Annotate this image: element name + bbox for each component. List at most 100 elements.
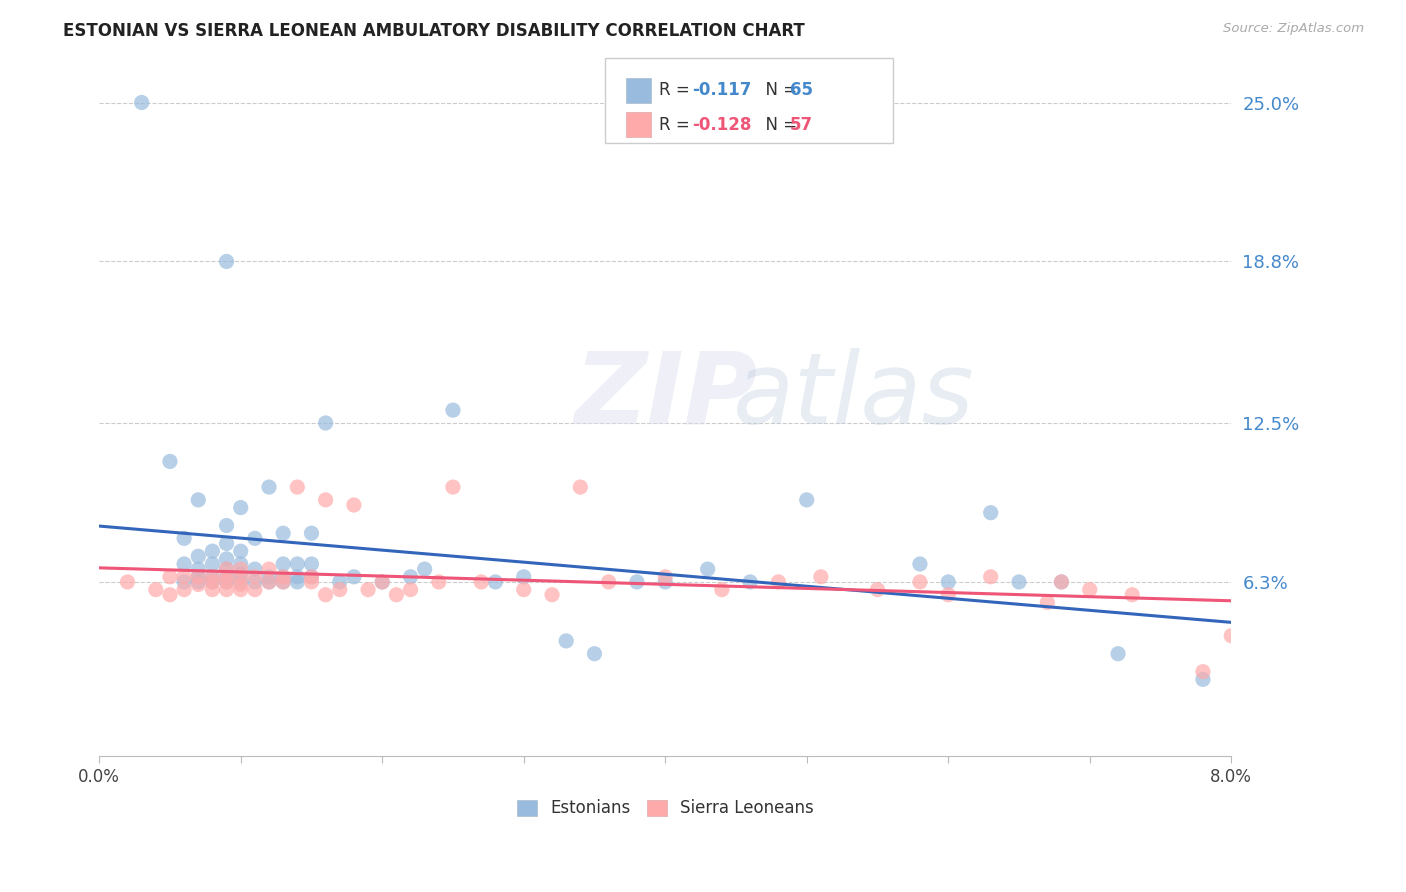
Point [215,574,238,589]
Point [441,403,464,417]
Point [159,588,181,602]
Point [399,582,422,597]
Point [441,480,464,494]
Text: ZIP: ZIP [575,348,758,445]
Point [1050,574,1073,589]
Point [710,582,733,597]
Point [215,562,238,576]
Point [301,557,323,571]
Point [229,500,252,515]
Point [201,574,224,589]
Point [301,570,323,584]
Point [271,557,294,571]
Point [1192,665,1215,679]
Point [173,532,195,546]
Point [315,492,337,507]
Text: 57: 57 [790,116,813,134]
Point [285,570,308,584]
Point [159,570,181,584]
Text: atlas: atlas [733,348,974,445]
Point [173,570,195,584]
Point [229,562,252,576]
Point [936,574,959,589]
Text: N =: N = [755,116,803,134]
Point [257,570,280,584]
Point [484,574,506,589]
Point [187,562,209,576]
Point [271,526,294,541]
Point [215,552,238,566]
Point [329,582,352,597]
Point [583,647,606,661]
Point [1008,574,1031,589]
Text: R =: R = [659,116,696,134]
Point [271,574,294,589]
Text: -0.128: -0.128 [692,116,751,134]
Point [145,582,167,597]
Point [569,480,592,494]
Point [173,582,195,597]
Point [229,567,252,582]
Point [131,95,153,110]
Point [908,574,931,589]
Text: R =: R = [659,81,696,100]
Point [512,570,534,584]
Point [329,574,352,589]
Point [201,557,224,571]
Point [243,582,266,597]
Point [201,570,224,584]
Point [696,562,718,576]
Point [315,588,337,602]
Point [173,574,195,589]
Point [215,574,238,589]
Point [117,574,139,589]
Point [1036,595,1059,609]
Point [243,570,266,584]
Point [866,582,889,597]
Point [243,532,266,546]
Point [215,536,238,550]
Point [229,544,252,558]
Point [201,574,224,589]
Point [541,588,564,602]
Point [371,574,394,589]
Point [908,557,931,571]
Point [229,577,252,591]
Point [343,498,366,512]
Point [1078,582,1101,597]
Point [357,582,380,597]
Point [315,416,337,430]
Point [187,574,209,589]
Point [187,570,209,584]
Point [215,562,238,576]
Point [385,588,408,602]
Point [1107,647,1129,661]
Point [229,557,252,571]
Point [229,570,252,584]
Point [243,574,266,589]
Point [271,574,294,589]
Point [215,582,238,597]
Point [399,570,422,584]
Point [301,574,323,589]
Point [173,557,195,571]
Point [271,570,294,584]
Point [187,549,209,564]
Point [257,480,280,494]
Text: 65: 65 [790,81,813,100]
Point [201,570,224,584]
Point [215,518,238,533]
Point [980,506,1002,520]
Point [285,574,308,589]
Point [343,570,366,584]
Text: Source: ZipAtlas.com: Source: ZipAtlas.com [1223,22,1364,36]
Point [285,557,308,571]
Point [1220,629,1243,643]
Point [301,526,323,541]
Point [427,574,450,589]
Text: -0.117: -0.117 [692,81,751,100]
Legend: Estonians, Sierra Leoneans: Estonians, Sierra Leoneans [510,793,821,824]
Point [598,574,620,589]
Point [215,570,238,584]
Point [243,562,266,576]
